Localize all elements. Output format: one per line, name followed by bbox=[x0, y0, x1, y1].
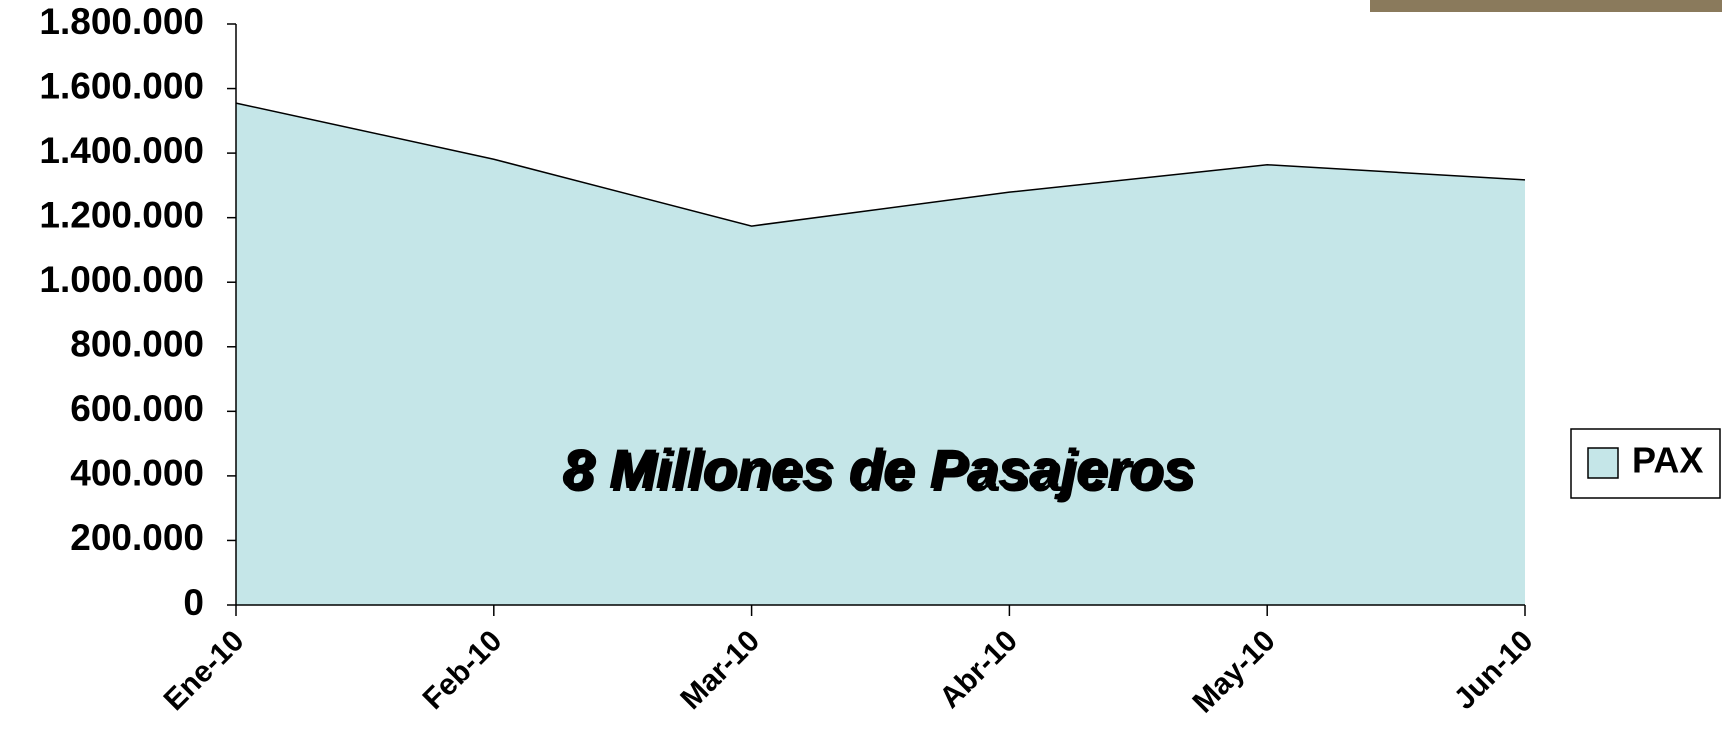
y-tick-label: 1.600.000 bbox=[39, 65, 204, 106]
x-tick-label: Mar-10 bbox=[674, 624, 766, 716]
x-tick-label: May-10 bbox=[1186, 624, 1281, 719]
legend-swatch bbox=[1587, 447, 1619, 479]
x-tick-label: Jun-10 bbox=[1448, 624, 1540, 716]
y-tick-label: 1.800.000 bbox=[39, 1, 204, 42]
x-tick-label: Feb-10 bbox=[417, 624, 509, 716]
annotation: 8 Millones de Pasajeros bbox=[562, 437, 1194, 500]
y-tick-label: 800.000 bbox=[70, 324, 204, 365]
legend-label: PAX bbox=[1632, 440, 1703, 481]
area bbox=[236, 103, 1525, 605]
y-tick-label: 1.400.000 bbox=[39, 130, 204, 171]
y-tick-label: 1.000.000 bbox=[39, 259, 204, 300]
photo-fragment bbox=[1370, 0, 1722, 12]
x-tick-label: Ene-10 bbox=[158, 624, 251, 717]
y-tick-label: 0 bbox=[183, 582, 204, 623]
x-tick-label: Abr-10 bbox=[933, 624, 1024, 715]
area-line bbox=[235, 102, 1526, 227]
y-tick-label: 200.000 bbox=[70, 517, 204, 558]
annotation-shadow: 8 Millones de Pasajeros bbox=[565, 440, 1197, 503]
y-tick-label: 600.000 bbox=[70, 388, 204, 429]
y-tick-label: 1.200.000 bbox=[39, 194, 204, 235]
y-tick-label: 400.000 bbox=[70, 453, 204, 494]
